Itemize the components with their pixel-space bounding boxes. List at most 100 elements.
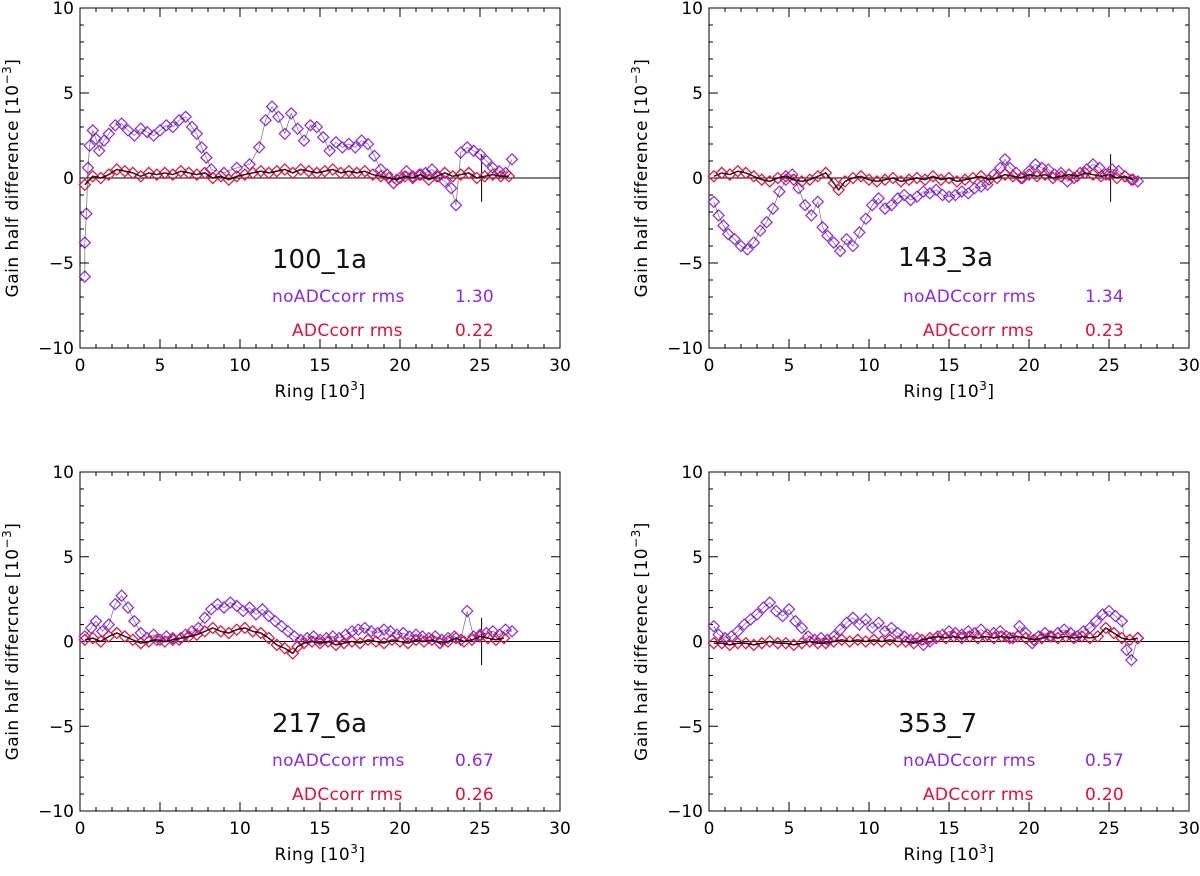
data-point-noADCcorr [368,149,381,163]
data-point-noADCcorr [252,141,266,154]
data-point-noADCcorr [840,232,853,246]
data-point-noADCcorr [211,597,224,611]
data-point-ADCcorr [995,630,1009,643]
data-point-ADCcorr [819,636,833,650]
data-point-ADCcorr [1035,631,1049,645]
data-point-ADCcorr [910,171,924,185]
data-point-noADCcorr [885,198,898,212]
data-point-noADCcorr [412,168,426,181]
series-line-ADCcorr [84,168,509,186]
data-point-noADCcorr [316,130,330,144]
data-point-noADCcorr [480,154,493,168]
panel-label: 353_7 [898,709,977,739]
data-point-noADCcorr [897,188,911,202]
data-point-noADCcorr [374,163,388,176]
y-axis-title: Gain half difference [10−3] [629,59,652,298]
data-point-ADCcorr [859,635,873,648]
data-point-noADCcorr [262,609,276,623]
data-point-noADCcorr [89,132,103,146]
x-tick-label: 20 [1018,356,1040,376]
y-tick-label: 0 [63,169,74,189]
data-point-noADCcorr [438,175,452,188]
data-point-ADCcorr [174,164,188,178]
y-tick-label: 5 [692,548,703,568]
series-noADCcorr [707,152,1145,258]
data-point-ADCcorr [142,635,156,648]
data-point-noADCcorr [195,141,208,154]
y-tick-label: 0 [692,633,703,653]
data-point-noADCcorr [288,630,301,643]
data-point-noADCcorr [358,621,372,635]
data-point-noADCcorr [821,229,834,243]
data-point-ADCcorr [846,171,860,185]
data-point-ADCcorr [739,166,753,180]
data-point-noADCcorr [859,212,873,226]
legend-value: 0.23 [1085,321,1124,341]
data-point-ADCcorr [1102,168,1116,181]
x-tick-label: 25 [469,819,491,839]
data-point-noADCcorr [272,110,285,124]
data-point-ADCcorr [1038,168,1052,181]
data-point-noADCcorr [846,611,860,625]
legend-value: 0.20 [1085,785,1124,805]
data-point-noADCcorr [872,616,885,630]
y-tick-label: 10 [52,463,74,483]
data-point-ADCcorr [915,633,929,647]
data-point-ADCcorr [739,636,753,650]
data-point-noADCcorr [92,144,106,158]
x-tick-label: 30 [549,356,571,376]
y-tick-label: 5 [63,548,74,568]
y-axis-title-close: ] [3,59,23,66]
data-point-ADCcorr [198,166,212,180]
data-point-ADCcorr [497,631,511,645]
data-point-noADCcorr [444,181,458,195]
data-point-ADCcorr [374,169,388,183]
data-point-noADCcorr [929,183,943,197]
data-point-ADCcorr [870,175,884,188]
data-point-ADCcorr [158,166,172,180]
data-point-ADCcorr [294,163,308,176]
data-point-ADCcorr [297,636,311,650]
x-tick-label: 0 [75,356,86,376]
data-point-noADCcorr [224,596,237,609]
data-point-ADCcorr [747,638,761,652]
data-point-ADCcorr [118,164,132,178]
data-point-noADCcorr [865,198,879,212]
x-axis-title-close: ] [987,382,994,402]
data-point-noADCcorr [846,239,860,253]
series-noADCcorr [78,100,519,283]
data-point-ADCcorr [795,636,809,650]
data-point-ADCcorr [899,635,913,648]
data-point-ADCcorr [851,633,865,647]
data-point-noADCcorr [1131,175,1145,188]
legend-value: 1.34 [1085,287,1124,307]
x-axis-title-close: ] [987,845,994,865]
legend-value: 0.57 [1085,751,1124,771]
y-tick-label: −10 [667,802,703,822]
x-axis-title: Ring [103] [274,379,365,402]
data-point-ADCcorr [78,178,92,192]
data-point-ADCcorr [1051,631,1065,645]
data-point-ADCcorr [489,633,503,647]
data-point-ADCcorr [1030,169,1044,183]
data-point-ADCcorr [350,166,364,180]
data-point-ADCcorr [1067,631,1081,645]
data-point-noADCcorr [128,614,141,628]
y-tick-label: 10 [681,0,703,19]
data-point-ADCcorr [963,630,977,643]
data-point-ADCcorr [158,635,172,648]
data-point-noADCcorr [1125,653,1138,667]
y-axis-title-exp: −3 [0,530,14,549]
data-point-noADCcorr [731,624,745,638]
data-point-ADCcorr [1086,168,1100,181]
data-point-noADCcorr [486,161,500,175]
panel-label: 143_3a [898,243,993,273]
data-point-ADCcorr [246,166,260,180]
data-point-noADCcorr [760,215,773,229]
data-point-ADCcorr [454,168,468,181]
data-point-noADCcorr [297,134,311,147]
data-point-noADCcorr [179,110,192,124]
x-tick-label: 30 [549,819,571,839]
data-point-noADCcorr [891,626,905,640]
